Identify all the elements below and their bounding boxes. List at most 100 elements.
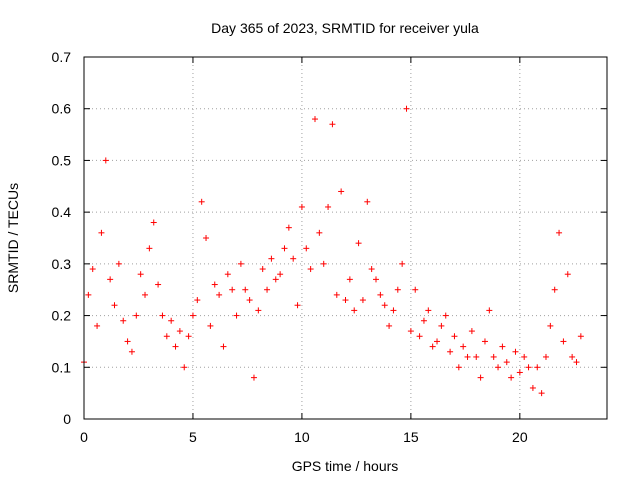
data-point — [573, 359, 580, 366]
data-point — [464, 353, 471, 360]
plot-frame — [83, 56, 608, 420]
data-point — [390, 307, 397, 314]
data-point — [255, 307, 262, 314]
data-point — [115, 260, 122, 267]
axes: 0 0.1 0.2 0.3 0.4 0.5 0.6 0.7 0 5 10 15 20 — [52, 49, 608, 445]
data-point — [102, 157, 109, 164]
data-point — [486, 307, 493, 314]
y-tick-label: 0.2 — [52, 308, 72, 324]
data-point — [85, 291, 92, 298]
data-point — [538, 390, 545, 397]
data-point — [264, 286, 271, 293]
data-points — [81, 105, 584, 397]
x-tick-label: 0 — [80, 429, 88, 445]
data-point — [451, 333, 458, 340]
data-point — [194, 297, 201, 304]
data-point — [298, 203, 305, 210]
data-point — [168, 317, 175, 324]
y-tick-label: 0.6 — [52, 101, 72, 117]
x-tick-label: 5 — [189, 429, 197, 445]
data-point — [556, 229, 563, 236]
data-point — [521, 353, 528, 360]
data-point — [503, 359, 510, 366]
data-point — [146, 245, 153, 252]
data-point — [325, 203, 332, 210]
data-point — [176, 328, 183, 335]
data-point — [508, 374, 515, 381]
data-point — [229, 286, 236, 293]
data-point — [477, 374, 484, 381]
data-point — [250, 374, 257, 381]
data-point — [137, 271, 144, 278]
data-point — [346, 276, 353, 283]
data-point — [529, 384, 536, 391]
data-point — [547, 322, 554, 329]
x-tick-label: 10 — [294, 429, 310, 445]
data-point — [564, 271, 571, 278]
data-point — [534, 364, 541, 371]
y-axis-label: SRMTID / TECUs — [5, 183, 21, 293]
data-point — [516, 369, 523, 376]
data-point — [407, 328, 414, 335]
data-point — [355, 240, 362, 247]
data-point — [499, 343, 506, 350]
data-point — [150, 219, 157, 226]
y-tick-label: 0.7 — [52, 49, 72, 65]
data-point — [281, 245, 288, 252]
data-point — [133, 312, 140, 319]
data-point — [569, 353, 576, 360]
data-point — [460, 343, 467, 350]
data-point — [377, 291, 384, 298]
data-point — [128, 348, 135, 355]
data-point — [242, 286, 249, 293]
data-point — [290, 255, 297, 262]
data-point — [211, 281, 218, 288]
x-tick-label: 15 — [403, 429, 419, 445]
data-point — [124, 338, 131, 345]
data-point — [111, 302, 118, 309]
data-point — [403, 105, 410, 112]
data-point — [368, 266, 375, 273]
data-point — [420, 317, 427, 324]
data-point — [185, 333, 192, 340]
data-point — [490, 353, 497, 360]
y-tick-label: 0.5 — [52, 152, 72, 168]
data-point — [447, 348, 454, 355]
data-point — [364, 198, 371, 205]
data-point — [425, 307, 432, 314]
data-point — [495, 364, 502, 371]
data-point — [359, 297, 366, 304]
data-point — [181, 364, 188, 371]
data-point — [233, 312, 240, 319]
y-tick-label: 0.3 — [52, 256, 72, 272]
data-point — [333, 291, 340, 298]
data-point — [98, 229, 105, 236]
data-point — [268, 255, 275, 262]
data-point — [455, 364, 462, 371]
data-point — [198, 198, 205, 205]
data-point — [207, 322, 214, 329]
data-point — [542, 353, 549, 360]
data-point — [468, 328, 475, 335]
data-point — [107, 276, 114, 283]
data-point — [89, 266, 96, 273]
data-point — [434, 338, 441, 345]
data-point — [320, 260, 327, 267]
data-point — [342, 297, 349, 304]
data-point — [399, 260, 406, 267]
data-point — [438, 322, 445, 329]
data-point — [142, 291, 149, 298]
data-point — [394, 286, 401, 293]
data-point — [473, 353, 480, 360]
data-point — [577, 333, 584, 340]
data-point — [512, 348, 519, 355]
data-point — [203, 235, 210, 241]
data-point — [94, 322, 101, 329]
data-point — [429, 343, 436, 350]
data-point — [381, 302, 388, 309]
data-point — [442, 312, 449, 319]
data-point — [237, 260, 244, 267]
data-point — [338, 188, 345, 195]
